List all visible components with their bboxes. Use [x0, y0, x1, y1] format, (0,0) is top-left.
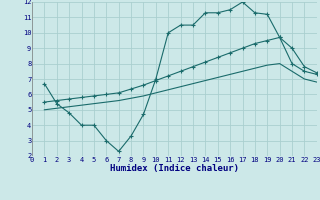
X-axis label: Humidex (Indice chaleur): Humidex (Indice chaleur)	[110, 164, 239, 173]
